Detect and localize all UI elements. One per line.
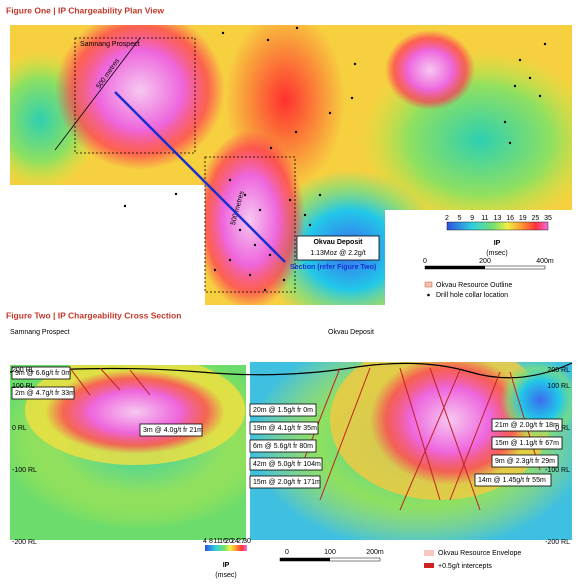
rl-label: 200 RL bbox=[547, 367, 570, 374]
intercept-box bbox=[249, 439, 317, 453]
deposit-resource: 1.13Moz @ 2.2g/t bbox=[310, 250, 365, 257]
intercept-box bbox=[249, 421, 319, 435]
legend-envelope: Okvau Resource Envelope bbox=[438, 550, 521, 557]
rl-label: 100 RL bbox=[12, 383, 35, 390]
color-bar-tick: 13 bbox=[494, 215, 502, 222]
prospect-label: Samnang Prospect bbox=[80, 41, 140, 48]
intercept-box bbox=[249, 403, 317, 417]
scale-label: 100 bbox=[324, 549, 336, 556]
scale-label: 0 bbox=[423, 258, 427, 265]
legend-unit-sub: (msec) bbox=[215, 572, 236, 579]
deposit-outline bbox=[204, 156, 296, 293]
intercept-box bbox=[491, 418, 563, 432]
color-bar-tick: 19 bbox=[519, 215, 527, 222]
scale-label: 200m bbox=[366, 549, 384, 556]
intercept-box bbox=[11, 386, 75, 400]
color-bar-tick: 11 bbox=[213, 538, 220, 545]
intercept-label: 15m @ 2.0g/t fr 171m bbox=[253, 479, 321, 486]
scale-bar bbox=[280, 558, 330, 561]
scale-bar bbox=[425, 266, 485, 269]
color-bar-tick: 5 bbox=[458, 215, 462, 222]
prospect-outline bbox=[74, 37, 196, 154]
color-bar-tick: 11 bbox=[481, 215, 488, 222]
drill-traces bbox=[69, 367, 541, 511]
rl-label: -100 RL bbox=[12, 467, 37, 474]
intercept-box bbox=[474, 473, 552, 487]
intercept-label: 3m @ 4.0g/t fr 21m bbox=[143, 427, 203, 434]
color-bar-tick: 35 bbox=[544, 215, 552, 222]
scale-label: 200 bbox=[479, 258, 491, 265]
intercept-label: 42m @ 5.0g/t fr 104m bbox=[253, 461, 321, 468]
intercept-labels: 9m @ 6.6g/t fr 0m 2m @ 4.7g/t fr 33m 3m @ … bbox=[11, 366, 563, 489]
rl-label: 0 RL bbox=[555, 425, 570, 432]
color-bar-tick: 30 bbox=[243, 538, 251, 545]
scale-line bbox=[54, 37, 141, 151]
color-bar-tick: 9 bbox=[470, 215, 474, 222]
intercept-label: 2m @ 4.7g/t fr 33m bbox=[15, 390, 75, 397]
scale-label: 400m bbox=[536, 258, 554, 265]
intercept-label: 21m @ 2.0g/t fr 18m bbox=[495, 422, 559, 429]
color-bar-tick: 16 bbox=[506, 215, 514, 222]
color-bar bbox=[446, 221, 549, 231]
rl-label: -100 RL bbox=[545, 467, 570, 474]
color-bar-tick: 2 bbox=[445, 215, 449, 222]
rl-label: 200 RL bbox=[12, 367, 35, 374]
section-title: Okvau Deposit bbox=[328, 329, 374, 336]
legend-swatch bbox=[424, 563, 434, 568]
color-bar-tick: 8 bbox=[209, 538, 213, 545]
deposit-callout bbox=[296, 235, 380, 261]
intercept-label: 19m @ 4.1g/t fr 35m bbox=[253, 425, 317, 432]
deposit-name: Okvau Deposit bbox=[313, 239, 363, 246]
color-bar-tick: 24 bbox=[231, 538, 239, 545]
rl-label: 100 RL bbox=[547, 383, 570, 390]
legend-intercepts: +0.5g/t intercepts bbox=[438, 563, 492, 570]
figure-one-title: Figure One | IP Chargeability Plan View bbox=[6, 5, 164, 15]
intercept-label: 9m @ 2.3g/t fr 29m bbox=[495, 458, 555, 465]
legend-swatch bbox=[427, 293, 430, 297]
intercept-box bbox=[491, 454, 559, 468]
intercept-label: 15m @ 1.1g/t fr 67m bbox=[495, 440, 559, 447]
color-bar-tick: 27 bbox=[237, 538, 245, 545]
legend-unit: IP bbox=[494, 240, 501, 247]
intercept-label: 6m @ 5.6g/t fr 80m bbox=[253, 443, 313, 450]
legend-swatch bbox=[424, 281, 433, 288]
intercept-label: 14m @ 1.45g/t fr 55m bbox=[478, 477, 546, 484]
intercept-box bbox=[11, 366, 71, 380]
legend-unit-sub: (msec) bbox=[486, 250, 507, 257]
rl-label: 0 RL bbox=[12, 425, 27, 432]
section-label: Section (refer Figure Two) bbox=[290, 264, 376, 271]
color-bar bbox=[205, 545, 247, 551]
color-bar-tick: 4 bbox=[203, 538, 207, 545]
ip-plan-map bbox=[10, 25, 572, 305]
rl-label: -200 RL bbox=[12, 539, 37, 546]
scale-label: 0 bbox=[285, 549, 289, 556]
legend-unit: IP bbox=[223, 562, 230, 569]
intercept-box bbox=[249, 475, 321, 489]
color-bar-tick: 16 bbox=[219, 538, 227, 545]
color-bar-tick: 25 bbox=[531, 215, 539, 222]
figure-two-title: Figure Two | IP Chargeability Cross Sect… bbox=[6, 310, 181, 320]
drill-collars bbox=[123, 26, 547, 292]
rl-label: -200 RL bbox=[545, 539, 570, 546]
legend-outline: Okvau Resource Outline bbox=[436, 282, 512, 289]
legend-swatch bbox=[424, 550, 434, 556]
color-bar-tick: 20 bbox=[225, 538, 233, 545]
section-line bbox=[114, 91, 286, 263]
intercept-box bbox=[139, 423, 203, 437]
intercept-label: 9m @ 6.6g/t fr 0m bbox=[15, 370, 71, 377]
intercept-label: 20m @ 1.5g/t fr 0m bbox=[253, 407, 313, 414]
legend: IP (msec) 0 200 400m Okvau Resource Outl… bbox=[423, 215, 554, 299]
intercept-box bbox=[491, 436, 563, 450]
intercept-box bbox=[249, 457, 323, 471]
legend: IP (msec) 0 100 200m Okvau Resource Enve… bbox=[203, 538, 521, 579]
legend-collar: Drill hole collar location bbox=[436, 292, 508, 299]
section-title: Samnang Prospect bbox=[10, 329, 70, 336]
